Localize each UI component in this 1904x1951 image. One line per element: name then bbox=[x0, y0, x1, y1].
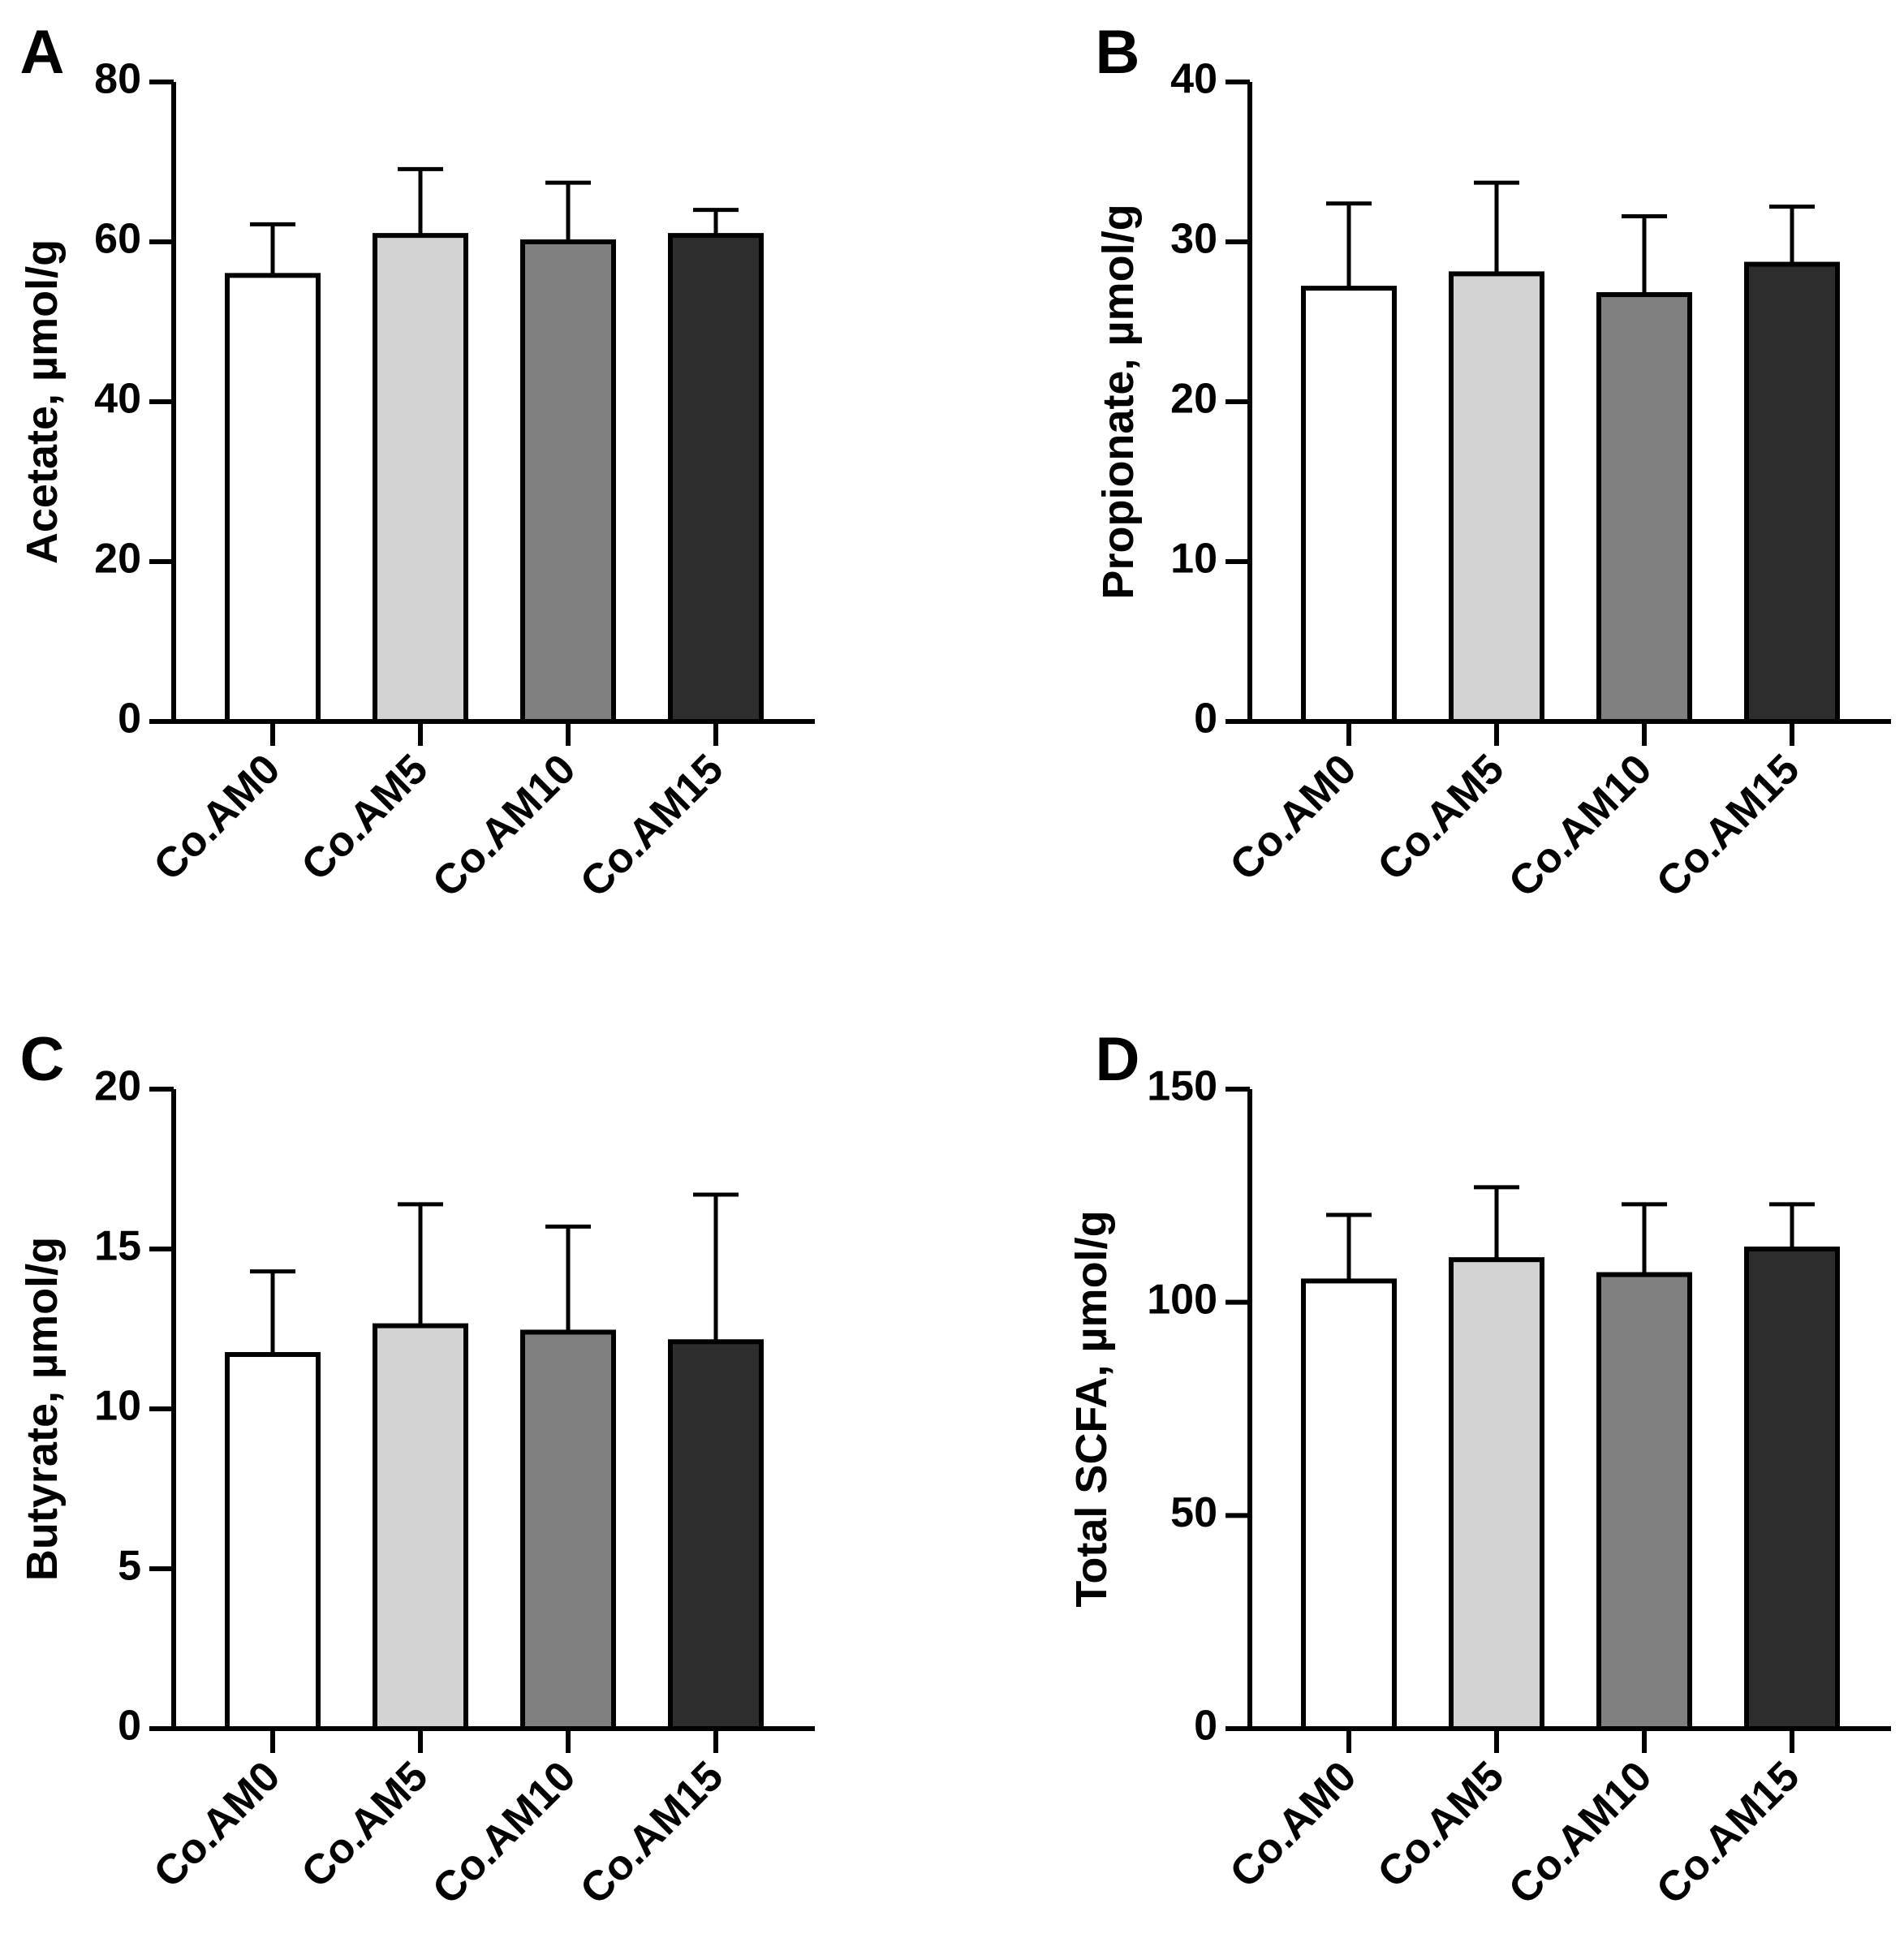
bar-co-am10 bbox=[1596, 1272, 1692, 1731]
y-tick-label: 60 bbox=[94, 216, 141, 263]
bar-co-am0 bbox=[225, 1352, 321, 1732]
y-tick-label: 40 bbox=[94, 376, 141, 423]
x-tick-label: Co.AM0 bbox=[145, 1752, 290, 1897]
bar-co-am0 bbox=[1301, 1278, 1397, 1731]
x-tick-label: Co.AM15 bbox=[1648, 1752, 1808, 1913]
bar-co-am10 bbox=[1596, 292, 1692, 724]
panel-label: C bbox=[20, 1025, 65, 1094]
x-tick-label: Co.AM0 bbox=[145, 745, 290, 889]
x-tick-label: Co.AM15 bbox=[571, 745, 732, 906]
x-tick-label: Co.AM15 bbox=[1648, 745, 1808, 906]
y-tick-label: 0 bbox=[1194, 696, 1217, 743]
panel-b: B Propionate, µmol/g 0 10 20 30 40 Co.AM0 Co.AM5… bbox=[1094, 18, 1891, 907]
y-tick-label: 10 bbox=[1170, 536, 1217, 583]
bar-co-am5 bbox=[373, 1323, 468, 1732]
bar-co-am5 bbox=[1449, 271, 1544, 724]
y-tick-label: 20 bbox=[94, 536, 141, 583]
bar-co-am15 bbox=[1744, 261, 1840, 724]
y-tick-label: 40 bbox=[1170, 56, 1217, 103]
y-tick-label: 15 bbox=[94, 1223, 141, 1270]
y-tick-label: 0 bbox=[118, 696, 141, 743]
y-axis-label: Acetate, µmol/g bbox=[18, 239, 67, 564]
bar-co-am15 bbox=[668, 233, 764, 724]
bar-co-am0 bbox=[225, 273, 321, 724]
x-tick-label: Co.AM5 bbox=[1369, 1752, 1514, 1897]
bar-co-am5 bbox=[1449, 1257, 1544, 1731]
x-tick-label: Co.AM5 bbox=[293, 745, 437, 889]
y-tick-label: 5 bbox=[118, 1543, 141, 1590]
y-tick-label: 20 bbox=[1170, 376, 1217, 423]
panel-label: D bbox=[1096, 1025, 1140, 1094]
bar-co-am10 bbox=[520, 1329, 616, 1731]
panel-d: D Total SCFA, µmol/g 0 50 100 150 Co.AM0 Co.AM5… bbox=[1067, 1025, 1891, 1914]
y-tick-label: 80 bbox=[94, 56, 141, 103]
y-tick-label: 150 bbox=[1147, 1063, 1217, 1110]
y-tick-label: 0 bbox=[118, 1703, 141, 1750]
bar-co-am15 bbox=[668, 1339, 764, 1731]
x-tick-label: Co.AM10 bbox=[424, 1752, 584, 1913]
y-tick-label: 100 bbox=[1147, 1276, 1217, 1323]
y-tick-label: 30 bbox=[1170, 216, 1217, 263]
panel-label: B bbox=[1096, 18, 1140, 87]
x-tick-label: Co.AM15 bbox=[571, 1752, 732, 1913]
y-axis-label: Propionate, µmol/g bbox=[1094, 204, 1143, 599]
x-tick-label: Co.AM0 bbox=[1221, 1752, 1366, 1897]
y-tick-label: 50 bbox=[1170, 1489, 1217, 1536]
x-tick-label: Co.AM0 bbox=[1221, 745, 1366, 889]
x-tick-label: Co.AM5 bbox=[1369, 745, 1514, 889]
x-tick-label: Co.AM10 bbox=[1500, 745, 1661, 906]
panel-label: A bbox=[20, 18, 65, 87]
y-axis-label: Total SCFA, µmol/g bbox=[1067, 1210, 1116, 1607]
x-tick-label: Co.AM10 bbox=[424, 745, 584, 906]
x-tick-label: Co.AM5 bbox=[293, 1752, 437, 1897]
y-tick-label: 20 bbox=[94, 1063, 141, 1110]
y-tick-label: 0 bbox=[1194, 1703, 1217, 1750]
bar-co-am0 bbox=[1301, 286, 1397, 724]
bar-co-am10 bbox=[520, 239, 616, 724]
bar-co-am15 bbox=[1744, 1247, 1840, 1731]
y-tick-label: 10 bbox=[94, 1383, 141, 1430]
y-axis-label: Butyrate, µmol/g bbox=[18, 1237, 67, 1581]
x-tick-label: Co.AM10 bbox=[1500, 1752, 1661, 1913]
bar-co-am5 bbox=[373, 233, 468, 724]
